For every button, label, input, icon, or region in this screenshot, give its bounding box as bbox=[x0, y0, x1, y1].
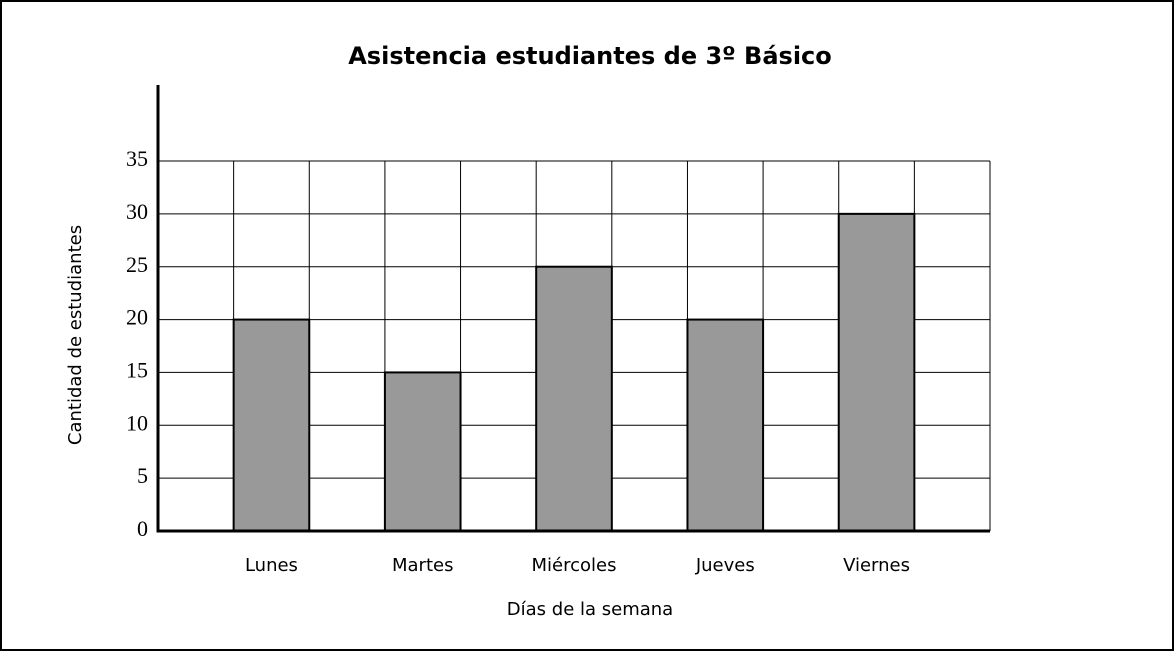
bar bbox=[232, 318, 311, 533]
bar bbox=[837, 212, 916, 532]
x-axis-label: Días de la semana bbox=[507, 599, 673, 620]
y-tick-label: 15 bbox=[126, 357, 148, 382]
bar bbox=[535, 265, 613, 532]
bar bbox=[383, 371, 462, 532]
x-tick-label: Lunes bbox=[245, 555, 298, 576]
x-tick-label: Martes bbox=[392, 555, 453, 576]
x-tick-label: Miércoles bbox=[532, 555, 617, 576]
y-tick-label: 30 bbox=[126, 199, 148, 224]
x-tick-label: Jueves bbox=[695, 555, 755, 576]
x-tick-label: Viernes bbox=[843, 555, 910, 576]
chart-title: Asistencia estudiantes de 3º Básico bbox=[348, 42, 832, 70]
bar bbox=[686, 318, 765, 533]
y-tick-label: 5 bbox=[137, 463, 148, 488]
y-tick-label: 25 bbox=[126, 252, 148, 277]
y-axis-label: Cantidad de estudiantes bbox=[65, 225, 86, 445]
y-tick-label: 20 bbox=[126, 305, 148, 330]
y-tick-label: 35 bbox=[126, 146, 148, 171]
y-tick-label: 10 bbox=[126, 410, 148, 435]
y-tick-label: 0 bbox=[137, 516, 148, 541]
